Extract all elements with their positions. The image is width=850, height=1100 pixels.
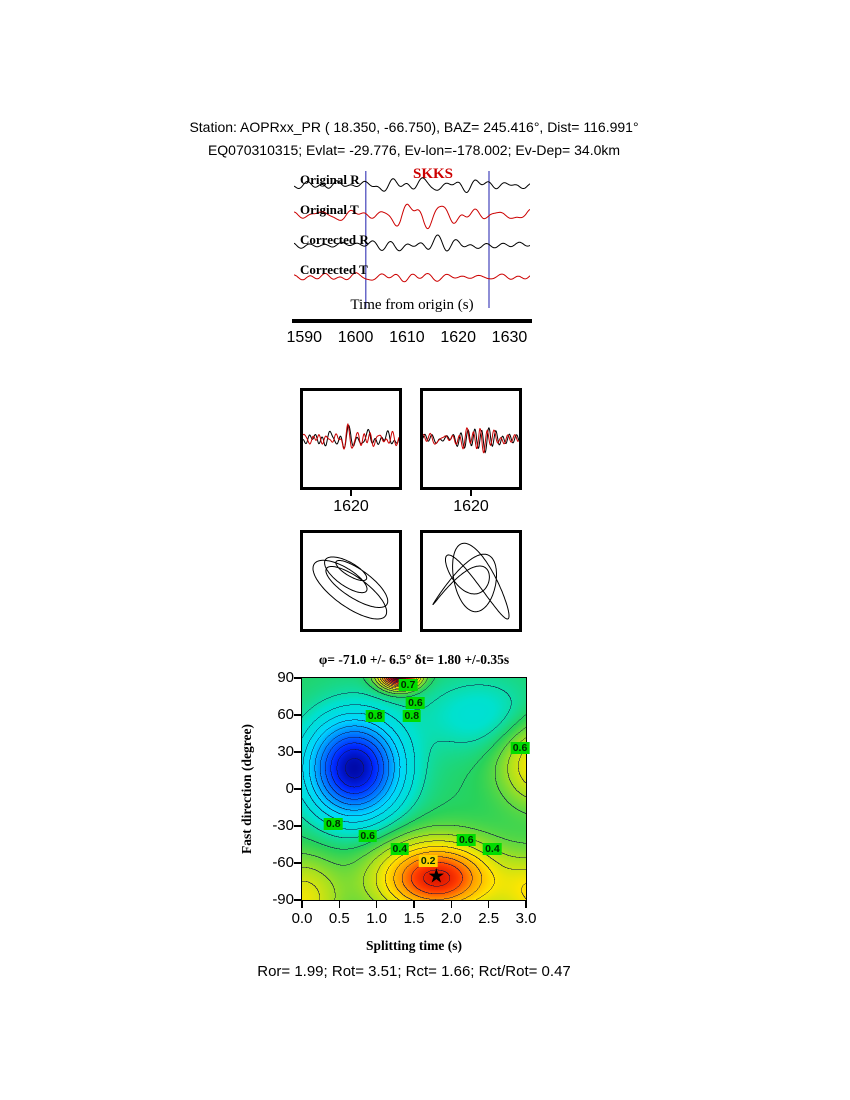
waveform-x-tick-label: 1630 — [491, 329, 528, 346]
contour-level-label: 0.2 — [418, 854, 438, 867]
compare-left-tick — [350, 490, 352, 496]
trace — [432, 542, 510, 620]
map-y-tick — [294, 788, 301, 790]
trace — [312, 556, 389, 620]
waveform-x-tick-label: 1590 — [286, 329, 323, 346]
contour-level-label: 0.8 — [324, 817, 343, 830]
contour-level-label: 0.4 — [483, 843, 502, 856]
compare-left-tick-label: 1620 — [333, 498, 369, 515]
map-y-tick-label: 30 — [277, 743, 294, 760]
waveform-compare-box-left — [300, 388, 402, 490]
map-x-tick-label: 2.0 — [440, 910, 462, 927]
trace — [302, 422, 400, 450]
contour-level-label: 0.6 — [456, 833, 476, 846]
compare-right-tick — [470, 490, 472, 496]
contour-level-label: 0.6 — [406, 696, 425, 709]
best-solution-star-icon: ★ — [427, 865, 446, 888]
compare-right-plot — [422, 426, 520, 454]
contour-level-label: 0.8 — [365, 710, 385, 723]
contour-plot-frame — [301, 677, 527, 901]
trace — [422, 426, 520, 454]
map-y-tick — [294, 862, 301, 864]
map-y-axis-label: Fast direction (degree) — [239, 724, 254, 854]
map-y-tick — [294, 714, 301, 716]
map-y-tick-label: 0 — [285, 780, 294, 797]
waveform-x-tick-label: 1600 — [337, 329, 374, 346]
contour-level-label: 0.6 — [510, 742, 530, 755]
map-x-tick — [301, 901, 303, 908]
map-x-tick — [413, 901, 415, 908]
waveform-compare-box-right — [420, 388, 522, 490]
map-x-tick-label: 3.0 — [515, 910, 537, 927]
station-header-line: Station: AOPRxx_PR ( 18.350, -66.750), B… — [189, 119, 639, 135]
compare-right-tick-label: 1620 — [453, 498, 489, 515]
waveform-x-tick-label: 1620 — [440, 329, 476, 346]
trace-label-corrected-t: Corrected T — [300, 262, 368, 277]
time-axis-label: Time from origin (s) — [350, 297, 474, 313]
map-x-tick — [525, 901, 527, 908]
compare-left-plot — [302, 422, 400, 450]
trace-original-r — [294, 177, 530, 194]
map-x-tick-label: 1.5 — [403, 910, 425, 927]
contour-level-label: 0.4 — [390, 843, 410, 856]
trace — [302, 424, 400, 449]
map-y-tick-label: 90 — [277, 669, 294, 686]
contour-level-label: 0.7 — [398, 679, 418, 692]
map-y-tick-label: -90 — [272, 891, 294, 908]
trace-original-t — [294, 203, 530, 230]
time-axis-line — [292, 319, 532, 323]
trace-label-original-r: Original R — [300, 172, 360, 187]
map-y-tick-label: -60 — [272, 854, 294, 871]
map-x-tick — [375, 901, 378, 908]
map-x-axis-label: Splitting time (s) — [366, 938, 462, 953]
trace-label-original-t: Original T — [300, 202, 359, 217]
map-x-tick-label: 0.0 — [291, 910, 313, 927]
map-y-tick-label: -30 — [272, 817, 294, 834]
contour-level-label: 0.6 — [358, 829, 378, 842]
map-x-tick — [338, 901, 341, 908]
trace-corrected-r — [294, 234, 530, 252]
waveform-x-tick-label: 1610 — [389, 329, 425, 346]
contour-level-label: 0.8 — [402, 710, 422, 723]
event-header-line: EQ070310315; Evlat= -29.776, Ev-lon=-178… — [207, 142, 621, 158]
map-y-tick — [294, 825, 301, 827]
particle-motion-box-left — [300, 530, 402, 632]
map-y-tick — [294, 677, 301, 679]
map-y-tick-label: 60 — [277, 706, 294, 723]
trace — [422, 427, 520, 454]
statistics-line: Ror= 1.99; Rot= 3.51; Rct= 1.66; Rct/Rot… — [257, 963, 571, 980]
map-x-tick-label: 0.5 — [328, 910, 350, 927]
map-x-tick-label: 1.0 — [366, 910, 388, 927]
particle-motion-left-plot — [312, 556, 389, 620]
result-title: φ= -71.0 +/- 6.5° δt= 1.80 +/-0.35s — [318, 652, 510, 667]
trace-corrected-t — [294, 272, 530, 283]
particle-motion-box-right — [420, 530, 522, 632]
trace-label-corrected-r: Corrected R — [300, 232, 369, 247]
map-x-tick — [487, 901, 490, 908]
map-y-tick — [294, 899, 301, 901]
map-x-tick-label: 2.5 — [478, 910, 500, 927]
map-y-tick — [294, 751, 301, 753]
particle-motion-right-plot — [432, 542, 510, 620]
map-x-tick — [450, 901, 453, 908]
waveform-plot — [294, 171, 530, 308]
